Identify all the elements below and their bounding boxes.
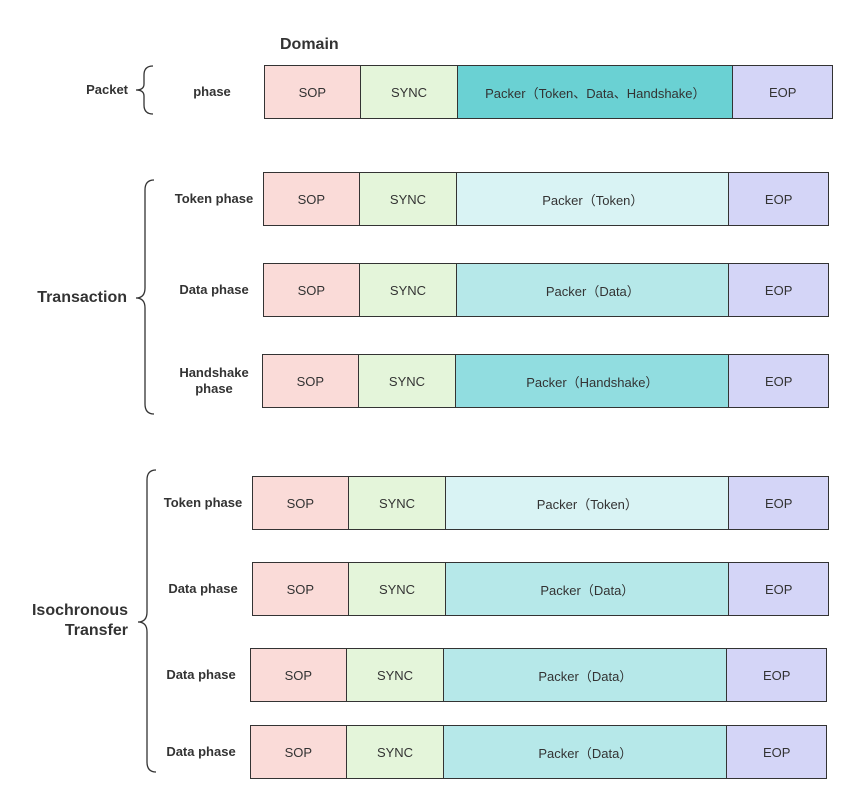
packet-group-label: Packet bbox=[86, 82, 128, 97]
sop-field: SOP bbox=[264, 264, 360, 316]
sync-field: SYNC bbox=[359, 264, 458, 316]
eop-field: EOP bbox=[727, 649, 826, 701]
eop-field: EOP bbox=[729, 477, 828, 529]
packer-field: Packer（Handshake） bbox=[456, 355, 730, 407]
sop-field: SOP bbox=[263, 355, 359, 407]
iso-data-phase-label-2: Data phase bbox=[166, 667, 236, 683]
iso-data-row-1: SOP SYNC Packer（Data） EOP bbox=[252, 562, 829, 616]
packet-phase-label: phase bbox=[193, 84, 231, 100]
eop-field: EOP bbox=[729, 563, 828, 615]
sync-field: SYNC bbox=[348, 477, 447, 529]
transaction-token-phase-label: Token phase bbox=[174, 191, 254, 207]
iso-data-row-3: SOP SYNC Packer（Data） EOP bbox=[250, 725, 827, 779]
sync-field: SYNC bbox=[358, 355, 457, 407]
iso-token-row: SOP SYNC Packer（Token） EOP bbox=[252, 476, 829, 530]
domain-title: Domain bbox=[280, 36, 339, 53]
packer-field: Packer（Data） bbox=[446, 563, 730, 615]
packet-row: SOP SYNC Packer（Token、Data、Handshake） EO… bbox=[264, 65, 833, 119]
sync-field: SYNC bbox=[346, 649, 445, 701]
sop-field: SOP bbox=[253, 477, 349, 529]
transaction-data-phase-label: Data phase bbox=[179, 282, 249, 298]
packer-field: Packer（Token、Data、Handshake） bbox=[458, 66, 734, 118]
sync-field: SYNC bbox=[346, 726, 445, 778]
transaction-handshake-phase-label: Handshake phase bbox=[179, 365, 249, 396]
iso-data-phase-label-3: Data phase bbox=[166, 744, 236, 760]
eop-field: EOP bbox=[729, 173, 828, 225]
packer-field: Packer（Data） bbox=[457, 264, 730, 316]
sop-field: SOP bbox=[265, 66, 361, 118]
eop-field: EOP bbox=[729, 355, 828, 407]
sop-field: SOP bbox=[251, 649, 347, 701]
transaction-data-row: SOP SYNC Packer（Data） EOP bbox=[263, 263, 829, 317]
iso-data-phase-label-1: Data phase bbox=[168, 581, 238, 597]
eop-field: EOP bbox=[729, 264, 828, 316]
transaction-handshake-row: SOP SYNC Packer（Handshake） EOP bbox=[262, 354, 829, 408]
transaction-brace bbox=[135, 179, 155, 415]
eop-field: EOP bbox=[727, 726, 826, 778]
sop-field: SOP bbox=[264, 173, 360, 225]
sync-field: SYNC bbox=[348, 563, 447, 615]
sop-field: SOP bbox=[253, 563, 349, 615]
sync-field: SYNC bbox=[359, 173, 458, 225]
packer-field: Packer（Token） bbox=[457, 173, 730, 225]
sync-field: SYNC bbox=[360, 66, 459, 118]
eop-field: EOP bbox=[733, 66, 833, 118]
packet-brace bbox=[135, 65, 154, 115]
iso-token-phase-label: Token phase bbox=[163, 495, 243, 511]
isochronous-group-label: Isochronous Transfer bbox=[31, 602, 128, 639]
packer-field: Packer（Data） bbox=[444, 649, 728, 701]
sop-field: SOP bbox=[251, 726, 347, 778]
transaction-group-label: Transaction bbox=[37, 289, 127, 306]
transaction-token-row: SOP SYNC Packer（Token） EOP bbox=[263, 172, 829, 226]
iso-data-row-2: SOP SYNC Packer（Data） EOP bbox=[250, 648, 827, 702]
packer-field: Packer（Data） bbox=[444, 726, 728, 778]
packer-field: Packer（Token） bbox=[446, 477, 730, 529]
